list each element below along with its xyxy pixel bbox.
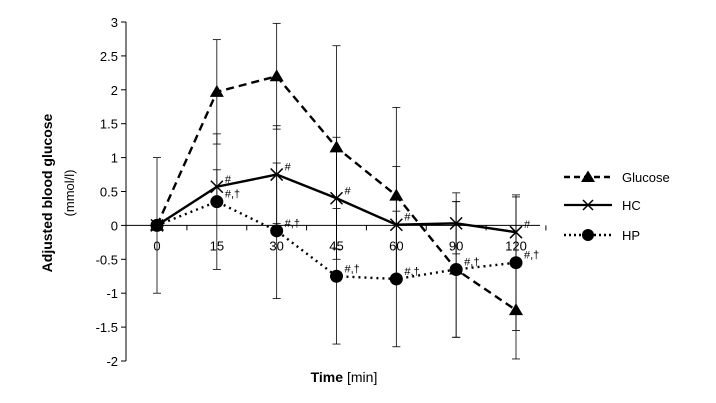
legend-item-hc: HC (564, 198, 641, 213)
marker-hp (389, 272, 403, 286)
marker-hc (389, 218, 403, 232)
marker-glucose (509, 303, 523, 316)
marker-hp (210, 195, 224, 209)
marker-glucose (329, 140, 344, 153)
legend-label-glucose: Glucose (622, 170, 670, 185)
y-axis-unit: (mmol/l) (62, 170, 77, 217)
y-tick-label: 3 (111, 15, 118, 30)
marker-glucose (209, 84, 224, 97)
x-tick-label: 0 (153, 238, 160, 253)
legend-item-glucose: Glucose (564, 170, 670, 185)
y-axis-title: Adjusted blood glucose (39, 113, 55, 272)
y-tick-label: -0.5 (96, 252, 118, 267)
annotation-hp: #,† (285, 218, 300, 230)
marker-hp (270, 224, 284, 238)
x-tick-label: 15 (210, 238, 224, 253)
point-annotations: # # # # # #,† #,† #,† #,† #,† #,† (225, 162, 539, 278)
annotation-hp: #,† (404, 266, 419, 278)
marker-hp (449, 262, 463, 276)
marker-hc (210, 180, 224, 194)
x-axis-unit: [min] (347, 369, 377, 385)
marker-glucose (389, 188, 404, 201)
x-tick-label: 120 (505, 238, 527, 253)
annotation-hp: #,† (345, 263, 360, 275)
y-tick-label: -2 (106, 354, 118, 369)
y-tick-label: 1 (111, 151, 118, 166)
x-tick-label: 60 (389, 238, 403, 253)
marker-glucose (269, 69, 284, 82)
y-tick-label: 1.5 (100, 117, 118, 132)
annotation-hc: # (524, 219, 531, 231)
marker-hc (329, 191, 344, 205)
y-tick-label: -1.5 (96, 320, 118, 335)
axes (121, 21, 547, 362)
annotation-hp: #,† (524, 250, 539, 262)
y-tick-label: -1 (106, 286, 118, 301)
annotation-hc: # (225, 174, 232, 186)
marker-hc (270, 168, 284, 182)
tick-labels: 3 2.5 2 1.5 1 0.5 0 -0.5 -1 -1.5 -2 0 15 30 45 60 90 120 (96, 15, 527, 369)
series-markers (150, 69, 523, 316)
legend-marker-glucose (581, 170, 595, 182)
marker-hp (150, 218, 164, 232)
x-tick-label: 30 (269, 238, 283, 253)
marker-hp (330, 269, 343, 283)
annotation-hc: # (285, 162, 292, 174)
marker-hp (509, 256, 523, 270)
y-tick-label: 2 (111, 83, 118, 98)
x-axis-title: Time (311, 369, 344, 385)
legend-marker-hp (582, 229, 594, 241)
x-tick-label: 90 (449, 238, 463, 253)
legend: Glucose HC HP (564, 170, 670, 243)
x-tick-label: 45 (329, 238, 343, 253)
annotation-hc: # (345, 185, 352, 197)
legend-label-hc: HC (622, 198, 641, 213)
legend-marker-hc (582, 199, 594, 211)
y-tick-label: 0 (111, 218, 118, 233)
marker-hc (449, 216, 463, 230)
annotation-hp: #,† (464, 256, 479, 268)
y-tick-label: 2.5 (100, 49, 118, 64)
y-tick-label: 0.5 (100, 185, 118, 200)
marker-hc (509, 225, 523, 239)
legend-label-hp: HP (622, 228, 640, 243)
annotation-hc: # (404, 212, 411, 224)
legend-item-hp: HP (564, 228, 640, 243)
annotation-hp: #,† (225, 189, 240, 201)
